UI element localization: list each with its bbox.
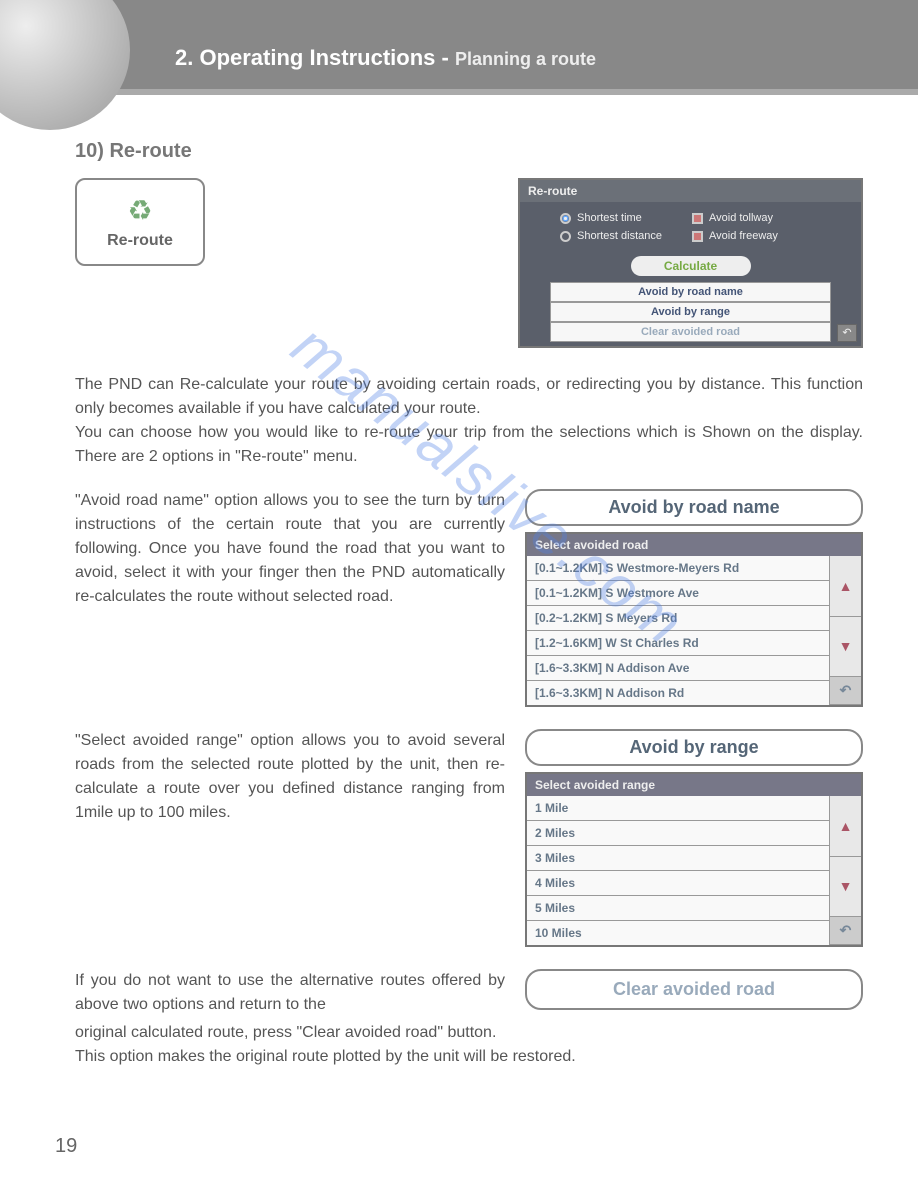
avoid-name-header: Avoid by road name (525, 489, 863, 526)
radio-icon (560, 231, 571, 242)
checkbox-icon (692, 213, 703, 224)
reroute-button[interactable]: ♻ Re-route (75, 178, 205, 266)
list-item[interactable]: 4 Miles (527, 871, 829, 896)
avoid-range-list-title: Select avoided range (527, 774, 861, 796)
paragraph-clear-b: original calculated route, press "Clear … (75, 1021, 863, 1069)
list-item[interactable]: 5 Miles (527, 896, 829, 921)
opt-avoid-tollway[interactable]: Avoid tollway (692, 212, 778, 224)
recycle-icon: ♻ (127, 194, 152, 227)
page-header: 2. Operating Instructions - Planning a r… (0, 0, 918, 95)
paragraph-clear-a: If you do not want to use the alternativ… (75, 969, 505, 1017)
paragraph-avoid-range: "Select avoided range" option allows you… (75, 729, 505, 825)
back-icon[interactable]: ↶ (837, 324, 857, 342)
scroll-up-icon[interactable]: ▲ (829, 556, 861, 617)
avoid-road-name-button[interactable]: Avoid by road name (550, 282, 831, 302)
paragraph-1: The PND can Re-calculate your route by a… (75, 373, 863, 469)
header-title: 2. Operating Instructions - Planning a r… (175, 45, 596, 71)
list-item[interactable]: 2 Miles (527, 821, 829, 846)
page-number: 19 (55, 1135, 77, 1158)
list-item[interactable]: [0.1~1.2KM] S Westmore-Meyers Rd (527, 556, 829, 581)
radio-icon (560, 213, 571, 224)
scroll-up-icon[interactable]: ▲ (829, 796, 861, 857)
back-icon[interactable]: ↶ (829, 917, 861, 945)
checkbox-icon (692, 231, 703, 242)
chapter-number: 2. Operating Instructions (175, 45, 435, 70)
list-item[interactable]: 1 Mile (527, 796, 829, 821)
avoid-range-header: Avoid by range (525, 729, 863, 766)
list-item[interactable]: [0.2~1.2KM] S Meyers Rd (527, 606, 829, 631)
section-title: 10) Re-route (75, 140, 863, 163)
scroll-down-icon[interactable]: ▼ (829, 857, 861, 918)
opt-shortest-time[interactable]: Shortest time (560, 212, 662, 224)
list-item[interactable]: [1.2~1.6KM] W St Charles Rd (527, 631, 829, 656)
scroll-down-icon[interactable]: ▼ (829, 617, 861, 678)
list-item[interactable]: [1.6~3.3KM] N Addison Ave (527, 656, 829, 681)
back-icon[interactable]: ↶ (829, 677, 861, 705)
avoid-name-list-title: Select avoided road (527, 534, 861, 556)
paragraph-avoid-name: "Avoid road name" option allows you to s… (75, 489, 505, 609)
list-item[interactable]: 10 Miles (527, 921, 829, 945)
reroute-panel: Re-route Shortest time Shortest distance… (518, 178, 863, 348)
avoid-range-button[interactable]: Avoid by range (550, 302, 831, 322)
chapter-sub: Planning a route (455, 49, 596, 69)
list-item[interactable]: 3 Miles (527, 846, 829, 871)
avoid-range-panel: Select avoided range 1 Mile 2 Miles 3 Mi… (525, 772, 863, 947)
opt-avoid-freeway[interactable]: Avoid freeway (692, 230, 778, 242)
clear-avoided-header: Clear avoided road (525, 969, 863, 1010)
clear-avoided-button[interactable]: Clear avoided road (550, 322, 831, 342)
list-item[interactable]: [0.1~1.2KM] S Westmore Ave (527, 581, 829, 606)
list-item[interactable]: [1.6~3.3KM] N Addison Rd (527, 681, 829, 705)
avoid-name-panel: Select avoided road [0.1~1.2KM] S Westmo… (525, 532, 863, 707)
reroute-button-label: Re-route (107, 232, 173, 250)
calculate-button[interactable]: Calculate (631, 256, 751, 276)
opt-shortest-distance[interactable]: Shortest distance (560, 230, 662, 242)
reroute-panel-title: Re-route (520, 180, 861, 202)
